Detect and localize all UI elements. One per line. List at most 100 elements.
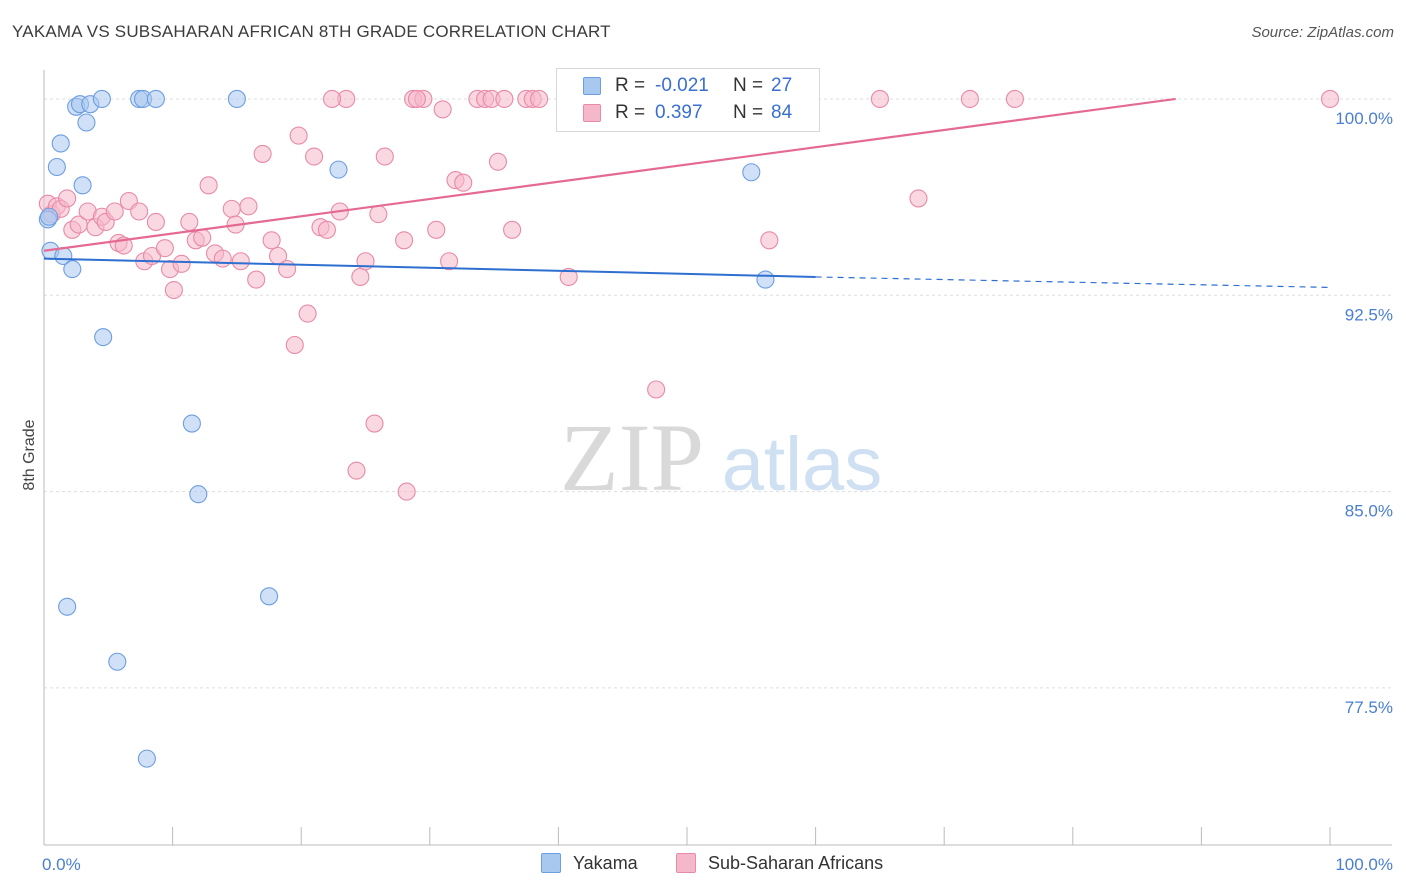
legend-n-value: 27 (771, 75, 793, 96)
scatter-points (38, 89, 1340, 768)
subsaharan-point (440, 252, 459, 271)
subsaharan-point (530, 89, 549, 108)
yakama-point (756, 270, 775, 289)
subsaharan-point (407, 89, 426, 108)
subsaharan-point (1320, 89, 1340, 108)
yakama-trend-extension (815, 276, 1331, 289)
x-tick-label: 0.0% (42, 855, 81, 874)
legend-label-yakama: Yakama (573, 853, 638, 873)
yakama-point (742, 163, 761, 182)
subsaharan-point (278, 260, 297, 279)
yakama-trend-line (43, 257, 816, 278)
subsaharan-point (323, 89, 342, 108)
subsaharan-point (365, 414, 384, 433)
legend-swatch-yakama (583, 77, 601, 95)
subsaharan-point (870, 89, 889, 108)
legend-n-label: N = (733, 102, 764, 123)
subsaharan-point (503, 220, 522, 239)
subsaharan-point (146, 212, 165, 232)
subsaharan-point (262, 231, 281, 250)
subsaharan-point (222, 199, 241, 218)
y-axis-title: 8th Grade (21, 419, 38, 490)
chart-title: YAKAMA VS SUBSAHARAN AFRICAN 8TH GRADE C… (12, 22, 611, 41)
legend-label-subsaharan: Sub-Saharan Africans (708, 853, 884, 873)
subsaharan-point (164, 280, 183, 300)
legend-swatch-subsaharan (676, 853, 696, 873)
subsaharan-point (559, 267, 578, 286)
legend-n-label: N = (733, 75, 764, 96)
subsaharan-point (105, 202, 124, 221)
subsaharan-point (285, 335, 304, 355)
y-tick-label: 100.0% (1335, 109, 1393, 128)
trend-lines (43, 97, 1331, 289)
yakama-point (58, 597, 77, 616)
subsaharan-point (760, 231, 779, 250)
subsaharan-point (960, 89, 979, 108)
yakama-point (94, 328, 113, 347)
yakama-point (47, 157, 66, 177)
subsaharan-point (488, 152, 508, 171)
yakama-point (51, 134, 70, 153)
source-label: Source: ZipAtlas.com (1251, 24, 1394, 41)
legend-swatch-yakama (541, 853, 561, 873)
subsaharan-point (1005, 89, 1024, 108)
subsaharan-point (155, 239, 174, 258)
yakama-point (77, 113, 96, 132)
subsaharan-point (172, 254, 191, 273)
series-legend: Yakama Sub-Saharan Africans (0, 852, 1406, 876)
subsaharan-point (909, 189, 928, 208)
subsaharan-point (347, 461, 366, 480)
subsaharan-point (433, 100, 452, 119)
yakama-point (63, 260, 82, 279)
yakama-point (329, 160, 348, 179)
legend-r-label: R = (615, 75, 646, 96)
watermark: ZIP atlas (560, 404, 882, 511)
subsaharan-trend-line (43, 97, 1176, 252)
subsaharan-point (369, 205, 388, 224)
stats-legend: R = -0.021 N = 27 R = 0.397 N = 84 (556, 68, 820, 132)
subsaharan-point (298, 304, 317, 323)
subsaharan-point (375, 147, 394, 166)
legend-n-value: 84 (771, 102, 793, 123)
legend-row-subsaharan: R = 0.397 N = 84 (557, 100, 819, 126)
subsaharan-point (289, 126, 308, 145)
subsaharan-point (397, 482, 416, 501)
legend-r-value: -0.021 (655, 75, 709, 96)
yakama-point (40, 207, 59, 226)
yakama-point (73, 176, 92, 195)
legend-r-label: R = (615, 102, 646, 123)
yakama-point (182, 414, 201, 433)
subsaharan-point (647, 380, 666, 399)
yakama-point (92, 89, 111, 108)
yakama-point (259, 587, 279, 606)
subsaharan-point (239, 197, 258, 216)
x-tick-label: 100.0% (1335, 855, 1393, 874)
legend-r-value: 0.397 (655, 102, 703, 123)
axes (43, 70, 1392, 846)
tick-labels: 100.0% 92.5% 85.0% 77.5% 0.0% 100.0% (42, 109, 1393, 874)
legend-row-yakama: R = -0.021 N = 27 (557, 73, 819, 99)
subsaharan-point (454, 173, 473, 192)
subsaharan-point (180, 212, 199, 232)
yakama-point (137, 749, 156, 768)
subsaharan-point (231, 252, 250, 271)
yakama-point (189, 485, 208, 504)
subsaharan-point (305, 147, 324, 166)
gridlines (44, 98, 1392, 689)
y-tick-label: 77.5% (1345, 698, 1393, 717)
subsaharan-point (427, 220, 446, 239)
subsaharan-point (317, 220, 336, 239)
subsaharan-point (130, 202, 149, 221)
subsaharan-point (395, 231, 414, 250)
subsaharan-point (58, 189, 77, 208)
subsaharan-point (247, 270, 266, 289)
yakama-point (108, 652, 127, 671)
y-tick-label: 85.0% (1345, 502, 1393, 521)
yakama-point (146, 89, 165, 108)
watermark-atlas: atlas (722, 422, 883, 507)
watermark-zip: ZIP (560, 404, 704, 511)
subsaharan-point (253, 144, 272, 163)
subsaharan-point (193, 228, 212, 247)
y-tick-label: 92.5% (1345, 305, 1393, 324)
